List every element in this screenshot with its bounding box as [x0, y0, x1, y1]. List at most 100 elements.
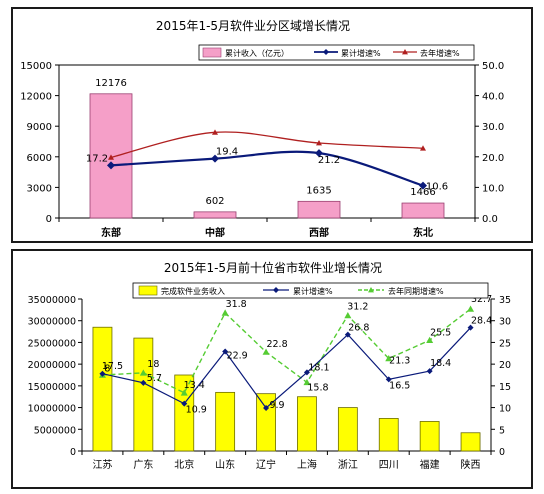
legend-label-prev-year: 去年增速%: [420, 48, 460, 58]
legend-marker-cumulative: [323, 49, 329, 55]
chart-title: 2015年1-5月前十位省市软件业增长情况: [164, 260, 382, 275]
y-left-tick-label: 0: [70, 447, 76, 458]
top-ten-provinces-chart-panel: 2015年1-5月前十位省市软件业增长情况 0 5000000 10000000 150…: [11, 249, 533, 489]
prev-year-growth-line: [102, 308, 471, 394]
cumulative-growth-label: 22.9: [227, 351, 248, 362]
y-right-tick-label: 20: [499, 360, 511, 371]
bar-山东: [215, 391, 236, 452]
prev-year-growth-point: [262, 348, 270, 355]
y-right-tick-label: 35: [499, 295, 511, 306]
x-category-label: 四川: [379, 460, 399, 471]
y-right-tick-label: 0.0: [482, 214, 498, 225]
cumulative-growth-point: [99, 370, 106, 377]
cumulative-growth-point: [385, 376, 392, 383]
y-right-tick-label: 25: [499, 338, 511, 349]
cumulative-growth-point: [426, 368, 433, 375]
bar-value-label: 1466: [410, 187, 435, 198]
cumulative-growth-line: [102, 327, 471, 409]
cumulative-growth-label: 19.4: [216, 147, 238, 158]
prev-year-growth-point: [212, 129, 218, 135]
legend-marker-prev-year: [368, 287, 374, 293]
legend-marker-cumulative: [273, 287, 279, 293]
cumulative-growth-label: 10.6: [426, 182, 448, 193]
prev-year-growth-point: [108, 154, 114, 160]
prev-year-growth-point: [420, 145, 426, 151]
cumulative-growth-label: 5.7: [147, 373, 162, 384]
x-category-label: 中部: [205, 226, 225, 239]
cumulative-growth-point: [263, 405, 270, 412]
bar-value-label: 602: [205, 196, 224, 207]
x-category-label: 江苏: [92, 458, 112, 471]
x-category-label: 陕西: [461, 458, 481, 471]
y-left-tick-label: 6000: [27, 153, 52, 164]
bar-北京: [174, 374, 195, 452]
y-left-tick-label: 9000: [27, 122, 52, 133]
prev-year-growth-label: 15.8: [307, 382, 328, 393]
prev-year-growth-point: [344, 312, 352, 319]
y-left-tick-label: 15000: [20, 61, 52, 72]
legend-swatch-revenue: [202, 47, 222, 58]
prev-year-growth-line: [110, 131, 424, 159]
cumulative-growth-label: 17.2: [86, 153, 108, 164]
prev-year-growth-point: [180, 389, 188, 396]
x-category-label: 上海: [297, 458, 317, 471]
bar-陕西: [460, 432, 481, 452]
prev-year-growth-point: [385, 354, 393, 362]
y-left-tick-label: 35000000: [28, 295, 76, 306]
bar-浙江: [337, 407, 358, 452]
plot-area-group: 2015年1-5月前十位省市软件业增长情况 0 5000000 10000000 150…: [28, 260, 511, 471]
cumulative-growth-point: [419, 181, 427, 190]
y-right-tick-label: 30.0: [482, 122, 504, 133]
bar-value-label: 12176: [95, 78, 127, 89]
prev-year-growth-label: 31.8: [226, 299, 247, 310]
plot-area-group: 2015年1-5月软件业分区域增长情况 0 3000 6000 9000 12000 150…: [20, 19, 504, 239]
legend-label-cumulative: 累计增速%: [341, 48, 381, 58]
bar-上海: [297, 396, 317, 452]
cumulative-growth-label: 18.4: [430, 358, 451, 369]
x-category-label: 北京: [174, 458, 194, 471]
cumulative-growth-point: [344, 331, 351, 338]
legend-swatch-revenue: [138, 285, 158, 296]
cumulative-growth-label: 21.2: [318, 155, 340, 166]
cumulative-growth-label: 26.8: [348, 323, 369, 334]
bar-广东: [133, 337, 154, 452]
prev-year-growth-point: [303, 378, 311, 386]
y-left-tick-label: 15000000: [28, 382, 76, 393]
cumulative-growth-label: 8: [104, 364, 110, 375]
prev-year-growth-point: [221, 309, 229, 316]
legend-label-cumulative: 累计增速%: [293, 286, 333, 296]
y-left-tick-label: 5000000: [34, 425, 76, 436]
x-category-label: 山东: [215, 458, 235, 471]
cumulative-growth-point: [107, 161, 115, 170]
prev-year-growth-point: [467, 305, 475, 312]
bar-辽宁: [256, 393, 276, 452]
y-right-tick-label: 10.0: [482, 183, 504, 194]
y-right-tick-label: 10: [499, 404, 511, 415]
legend: 累计收入（亿元） 累计增速% 去年增速%: [198, 44, 475, 61]
x-category-label: 辽宁: [256, 458, 276, 471]
prev-year-growth-label: 32.7: [471, 294, 492, 305]
y-left-tick-label: 25000000: [28, 338, 76, 349]
cumulative-growth-point: [303, 369, 310, 376]
bar-东北: [401, 202, 445, 219]
legend-label-revenue: 累计收入（亿元）: [225, 48, 289, 58]
cumulative-growth-line: [110, 150, 424, 187]
legend-box: [132, 282, 489, 299]
y-left-tick-label: 10000000: [28, 404, 76, 415]
y-left-tick-label: 20000000: [28, 360, 76, 371]
legend-label-prev-year: 去年同期增速%: [388, 286, 444, 296]
cumulative-growth-label: 28.4: [471, 316, 492, 327]
prev-year-growth-point: [316, 140, 322, 146]
bar-value-label: 1635: [306, 185, 331, 196]
cumulative-growth-label: 18.1: [308, 362, 329, 373]
y-right-tick-label: 20.0: [482, 153, 504, 164]
y-right-tick-label: 15: [499, 382, 511, 393]
legend: 完成软件业务收入 累计增速% 去年同期增速%: [132, 282, 489, 299]
regional-growth-chart-panel: 2015年1-5月软件业分区域增长情况 0 3000 6000 9000 12000 150…: [11, 7, 533, 243]
x-category-label: 广东: [133, 458, 153, 471]
y-left-tick-label: 0: [46, 214, 52, 225]
top-ten-provinces-chart: 2015年1-5月前十位省市软件业增长情况 0 5000000 10000000 150…: [28, 260, 511, 471]
y-right-tick-label: 50.0: [482, 61, 504, 72]
prev-year-growth-point: [426, 336, 434, 344]
legend-label-revenue: 完成软件业务收入: [161, 286, 225, 296]
